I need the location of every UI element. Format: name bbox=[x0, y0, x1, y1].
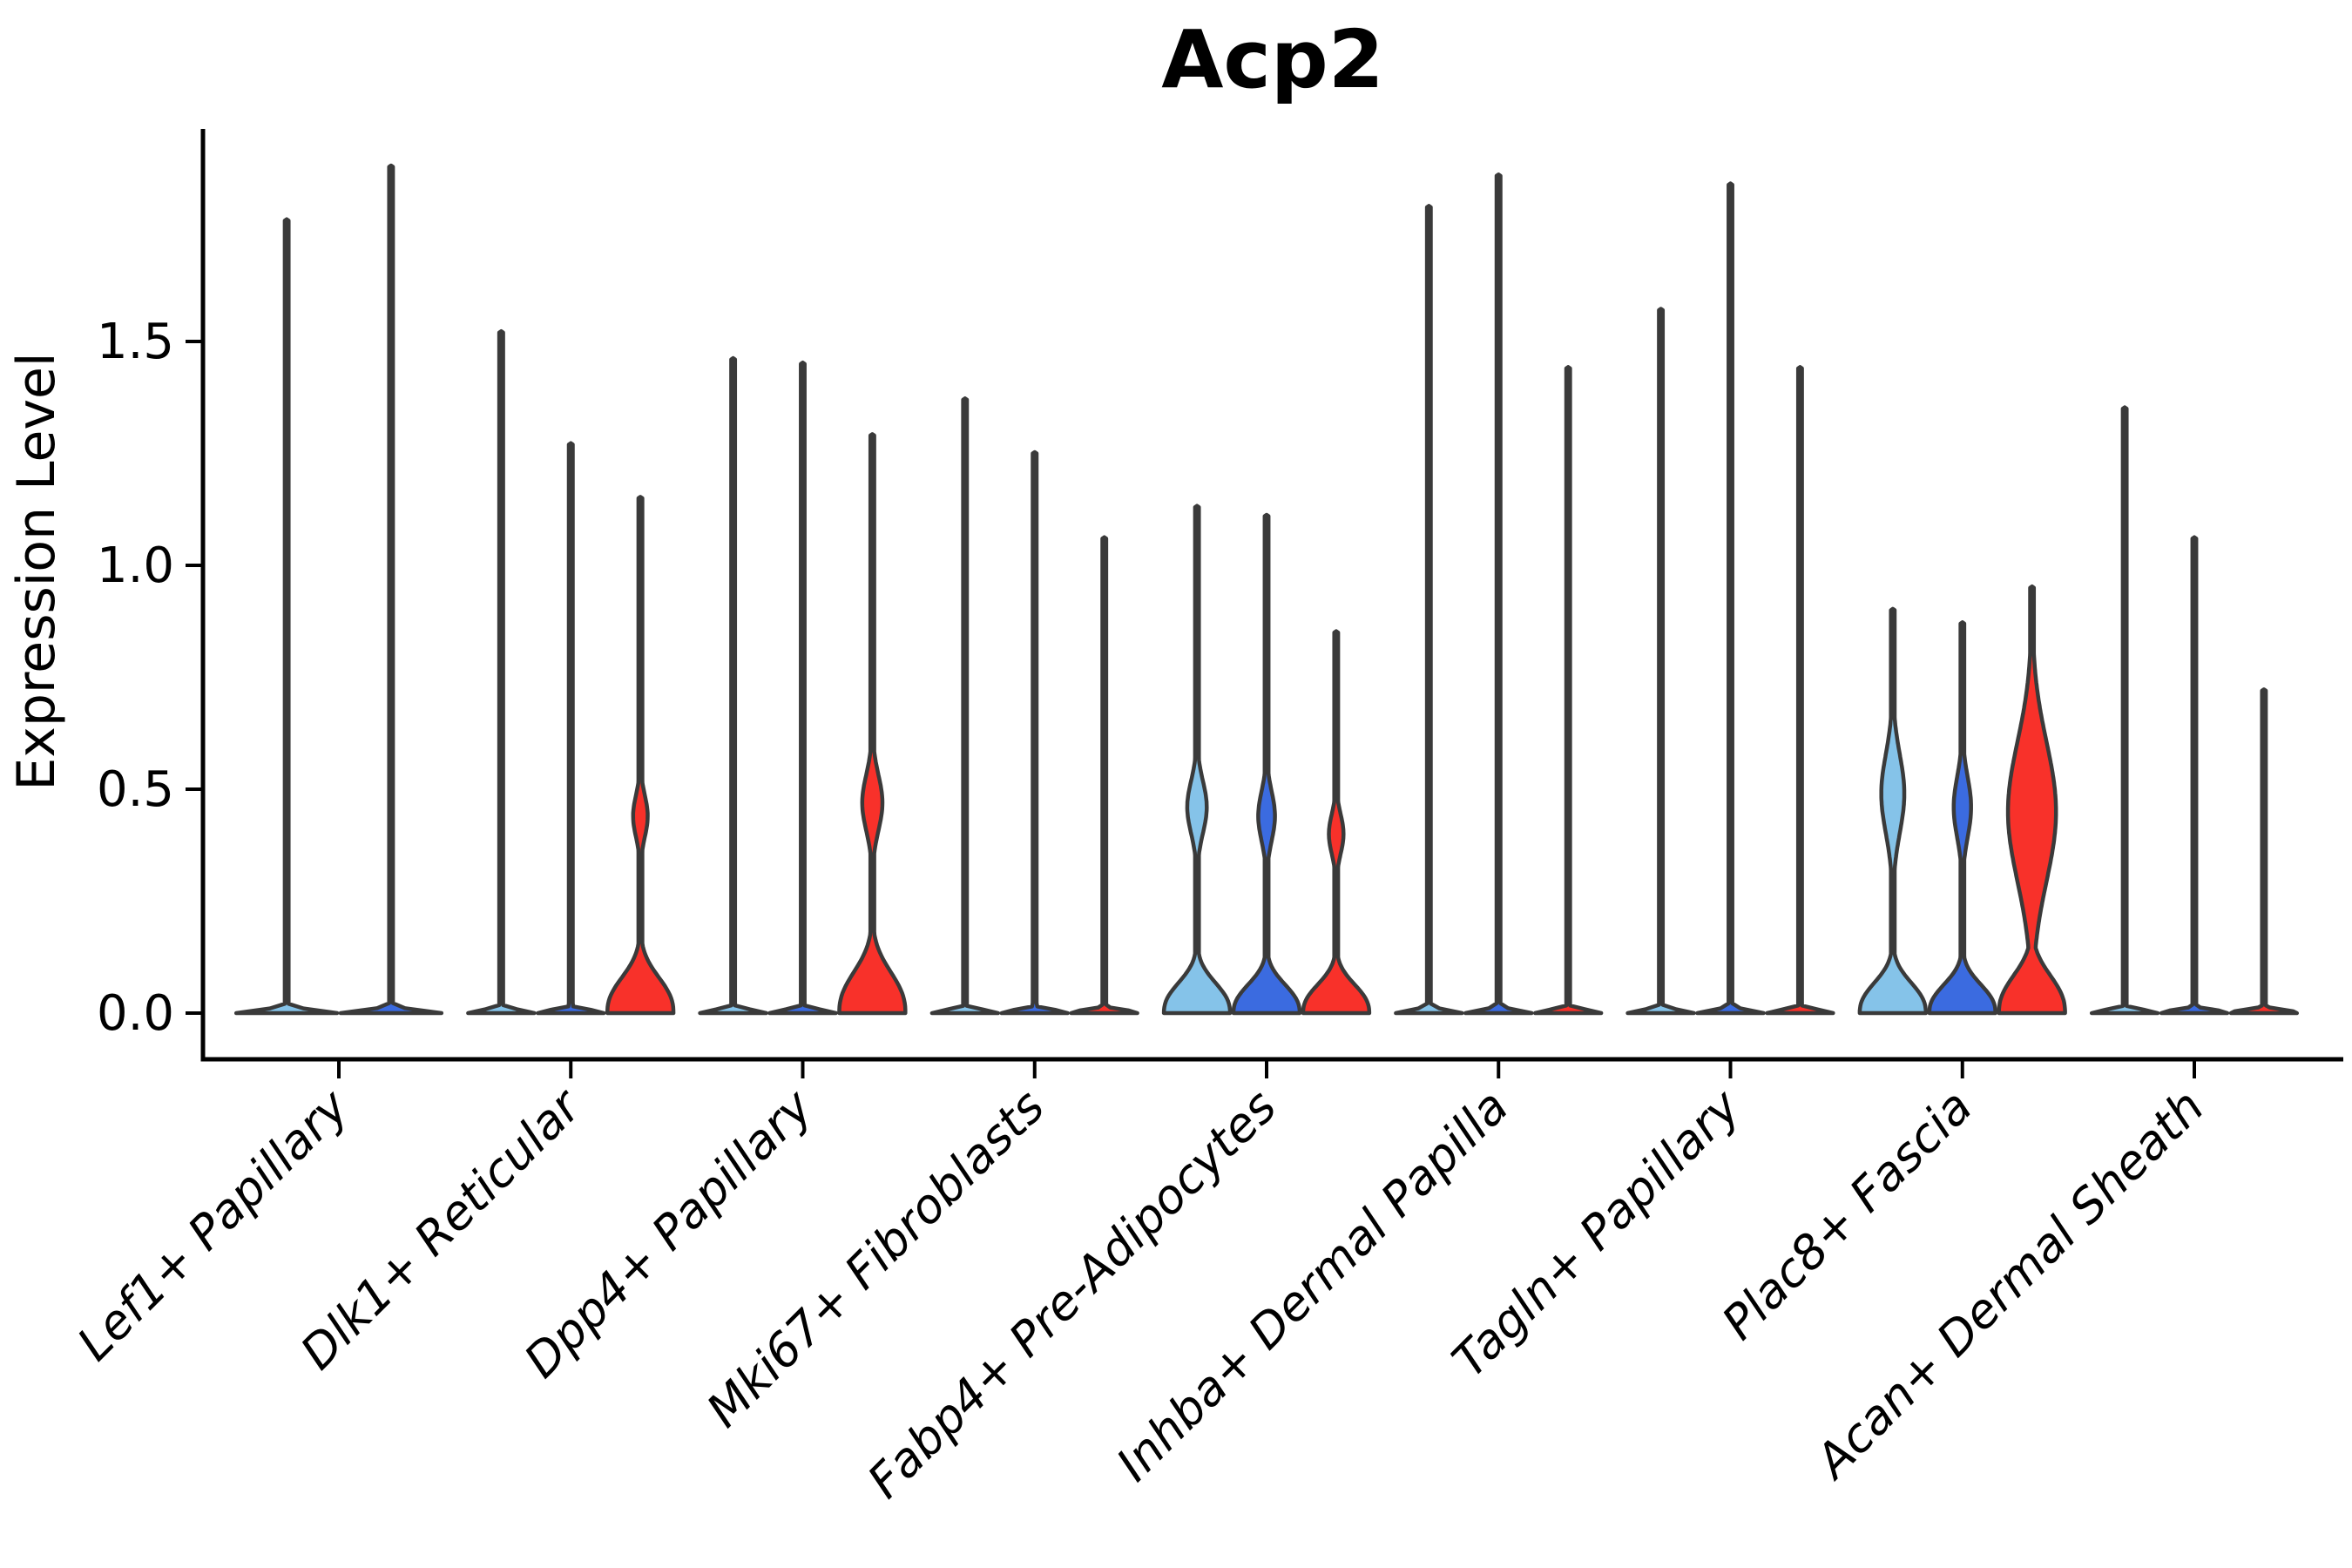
y-axis-label: Expression Level bbox=[6, 352, 67, 790]
violin-spike bbox=[1532, 365, 1604, 1016]
y-tick-label: 0.0 bbox=[97, 985, 174, 1042]
x-tick-label: Acan+ Dermal Sheath bbox=[1803, 1079, 2214, 1490]
axis-spines bbox=[200, 129, 2343, 1062]
violin-spike bbox=[466, 328, 537, 1016]
violin-spike bbox=[338, 163, 444, 1016]
violin-body bbox=[1927, 620, 1997, 1016]
violin-group bbox=[1161, 504, 1372, 1016]
violin-spike bbox=[929, 396, 1001, 1016]
violin-body bbox=[1161, 504, 1233, 1016]
violins-layer bbox=[233, 163, 2300, 1016]
violin-group bbox=[1625, 181, 1835, 1016]
violin-spike bbox=[2228, 687, 2300, 1016]
violin-group bbox=[929, 396, 1139, 1016]
x-tick-label: Inhba+ Dermal Papilla bbox=[1106, 1079, 1519, 1492]
y-tick-label: 1.0 bbox=[97, 537, 174, 594]
violin-spike bbox=[698, 355, 768, 1016]
violin-group bbox=[1394, 172, 1604, 1016]
violin-body bbox=[1301, 629, 1372, 1016]
y-tick-label: 1.5 bbox=[97, 314, 174, 370]
violin-body bbox=[1997, 584, 2067, 1016]
violin-spike bbox=[536, 441, 606, 1016]
x-tick-label: Fabp4+ Pre-Adipocytes bbox=[857, 1079, 1287, 1509]
violin-spike bbox=[767, 360, 838, 1016]
violin-spike bbox=[1695, 181, 1766, 1016]
violin-spike bbox=[1765, 365, 1835, 1016]
violin-spike bbox=[233, 217, 340, 1016]
violin-spike bbox=[1625, 307, 1696, 1016]
y-tick-label: 0.5 bbox=[97, 761, 174, 818]
violin-group bbox=[2089, 405, 2300, 1016]
x-tick-label: Plac8+ Fascia bbox=[1712, 1079, 1983, 1350]
violin-group bbox=[233, 163, 444, 1016]
violin-body bbox=[837, 432, 908, 1016]
violin-spike bbox=[1069, 535, 1139, 1016]
violin-spike bbox=[1394, 204, 1464, 1016]
violin-spike bbox=[1463, 172, 1534, 1016]
violin-body bbox=[1231, 512, 1302, 1016]
plot-title: Acp2 bbox=[1161, 13, 1384, 106]
violin-body bbox=[605, 495, 676, 1016]
violin-group bbox=[1857, 584, 2067, 1016]
violin-spike bbox=[2089, 405, 2160, 1016]
axes bbox=[200, 129, 2343, 1062]
violin-spike bbox=[2159, 535, 2230, 1016]
violin-group bbox=[466, 328, 676, 1016]
violin-spike bbox=[999, 449, 1070, 1016]
violin-group bbox=[698, 355, 908, 1016]
violin-body bbox=[1857, 606, 1929, 1016]
y-axis-ticks: 0.0 0.5 1.0 1.5 bbox=[97, 314, 203, 1042]
